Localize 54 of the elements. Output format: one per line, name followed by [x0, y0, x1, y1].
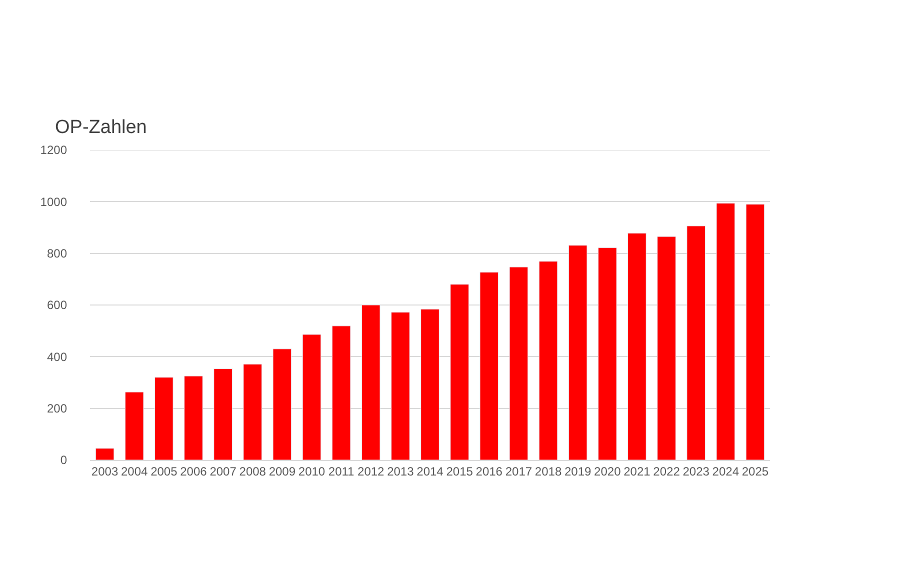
bar	[302, 334, 322, 460]
x-tick-label: 2023	[682, 464, 710, 478]
bar	[184, 376, 203, 460]
y-tick-label: 400	[46, 350, 68, 364]
bar	[420, 308, 440, 460]
bar	[391, 312, 410, 460]
y-tick-label: 200	[46, 402, 68, 416]
y-tick-label: 800	[46, 246, 68, 261]
bar	[480, 272, 499, 460]
bar	[628, 232, 646, 460]
x-tick-label: 2025	[742, 464, 769, 478]
x-tick-label: 2004	[121, 464, 148, 478]
y-tick-label: 1000	[40, 194, 68, 209]
x-tick-label: 2018	[534, 464, 562, 478]
x-tick-label: 2019	[564, 464, 592, 478]
x-tick-label: 2020	[594, 464, 622, 478]
bar	[154, 377, 174, 460]
bar	[568, 245, 588, 460]
x-tick-label: 2009	[268, 464, 296, 478]
x-tick-label: 2011	[328, 464, 355, 478]
bar	[598, 247, 617, 460]
x-tick-label: 2016	[476, 464, 503, 478]
x-tick-label: 2022	[653, 464, 680, 478]
x-tick-label: 2003	[91, 464, 118, 478]
x-tick-label: 2012	[358, 464, 385, 478]
chart-title: OP-Zahlen	[55, 117, 147, 138]
bar	[538, 261, 558, 460]
x-tick-label: 2010	[298, 464, 326, 478]
x-tick-label: 2014	[416, 464, 444, 478]
bar	[450, 284, 469, 460]
x-tick-label: 2007	[210, 464, 237, 478]
x-tick-label: 2017	[505, 464, 532, 478]
y-tick-label: 600	[46, 298, 68, 312]
bar	[716, 202, 736, 460]
bar	[509, 266, 528, 460]
bar	[272, 348, 292, 460]
y-tick-label: 1200	[40, 143, 68, 158]
x-tick-label: 2015	[446, 464, 474, 478]
x-tick-label: 2006	[180, 464, 208, 478]
bar	[746, 204, 765, 460]
bar	[243, 364, 262, 460]
bar	[332, 326, 351, 460]
y-tick-label: 0	[60, 453, 68, 468]
bar	[361, 304, 380, 460]
bar	[214, 368, 232, 460]
x-tick-label: 2008	[239, 464, 266, 478]
bar	[124, 392, 144, 460]
bar	[657, 236, 676, 460]
x-tick-label: 2005	[150, 464, 178, 478]
bar	[686, 226, 706, 460]
x-tick-label: 2013	[387, 464, 414, 478]
bar	[95, 448, 114, 460]
x-tick-label: 2021	[624, 464, 651, 478]
x-tick-label: 2024	[712, 464, 740, 478]
